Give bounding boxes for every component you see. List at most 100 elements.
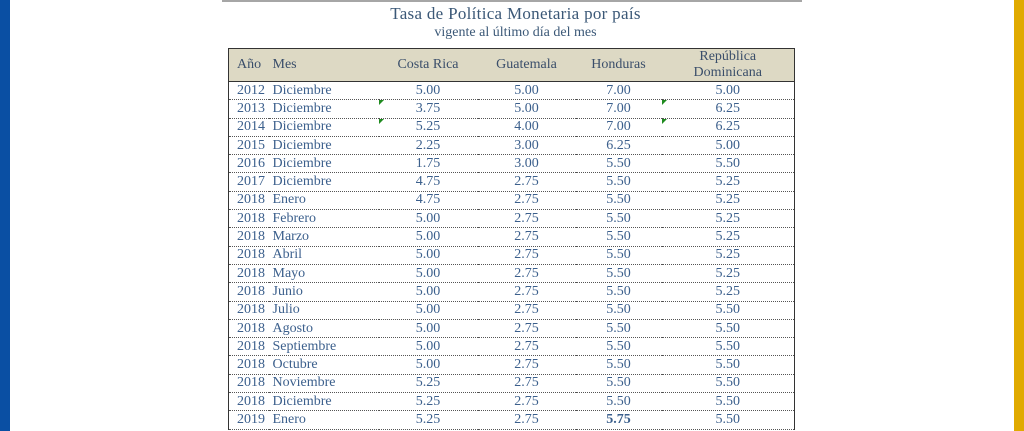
cell-costa-rica: 5.25 bbox=[378, 410, 478, 430]
table-row: 2018 Octubre 5.00 2.75 5.50 5.50 bbox=[228, 355, 795, 375]
cell-guatemala: 2.75 bbox=[477, 392, 576, 412]
cell-guatemala: 3.00 bbox=[477, 136, 576, 156]
cell-costa-rica: 5.00 bbox=[378, 355, 478, 375]
cell-honduras: 5.50 bbox=[575, 172, 662, 192]
cell-guatemala: 2.75 bbox=[477, 209, 576, 229]
cell-costa-rica: 2.25 bbox=[378, 136, 478, 156]
header-republica-dominicana: República Dominicana bbox=[661, 48, 795, 82]
cell-month: Mayo bbox=[268, 264, 379, 284]
cell-republica-dominicana: 5.50 bbox=[661, 337, 795, 357]
table-row: 2015 Diciembre 2.25 3.00 6.25 5.00 bbox=[228, 136, 795, 156]
cell-guatemala: 5.00 bbox=[477, 99, 576, 119]
cell-costa-rica: 5.00 bbox=[378, 81, 478, 101]
cell-year: 2018 bbox=[228, 246, 269, 265]
cell-honduras: 5.50 bbox=[575, 301, 662, 320]
table-row: 2018 Febrero 5.00 2.75 5.50 5.25 bbox=[228, 209, 795, 229]
cell-republica-dominicana: 5.25 bbox=[661, 172, 795, 192]
cell-guatemala: 2.75 bbox=[477, 282, 576, 302]
header-year: Año bbox=[228, 48, 269, 82]
cell-honduras: 5.50 bbox=[575, 392, 662, 412]
cell-year: 2018 bbox=[228, 355, 269, 375]
cell-republica-dominicana: 5.25 bbox=[661, 191, 795, 211]
cell-republica-dominicana: 5.25 bbox=[661, 209, 795, 229]
spreadsheet-area: Tasa de Política Monetaria por país vige… bbox=[222, 0, 803, 431]
cell-guatemala: 4.00 bbox=[477, 118, 576, 137]
cell-costa-rica: 5.25 bbox=[378, 118, 478, 137]
cell-flag-icon bbox=[378, 100, 384, 106]
cell-honduras: 5.50 bbox=[575, 154, 662, 174]
cell-republica-dominicana: 5.50 bbox=[661, 392, 795, 412]
cell-honduras: 5.50 bbox=[575, 246, 662, 265]
cell-year: 2013 bbox=[228, 99, 269, 119]
cell-costa-rica: 5.25 bbox=[378, 392, 478, 412]
cell-honduras: 5.50 bbox=[575, 337, 662, 357]
cell-month: Agosto bbox=[268, 319, 379, 339]
cell-year: 2014 bbox=[228, 118, 269, 137]
cell-republica-dominicana: 5.00 bbox=[661, 136, 795, 156]
cell-honduras: 7.00 bbox=[575, 118, 662, 137]
cell-costa-rica: 5.25 bbox=[378, 374, 478, 394]
cell-month: Junio bbox=[268, 282, 379, 302]
cell-costa-rica: 5.00 bbox=[378, 282, 478, 302]
cell-month: Diciembre bbox=[268, 136, 379, 156]
cell-guatemala: 2.75 bbox=[477, 410, 576, 430]
cell-honduras: 5.50 bbox=[575, 282, 662, 302]
cell-costa-rica: 1.75 bbox=[378, 154, 478, 174]
cell-guatemala: 2.75 bbox=[477, 301, 576, 320]
cell-costa-rica: 5.00 bbox=[378, 301, 478, 320]
cell-republica-dominicana: 5.50 bbox=[661, 301, 795, 320]
table-row: 2019 Enero 5.25 2.75 5.75 5.50 bbox=[228, 410, 795, 430]
left-accent-bar bbox=[0, 0, 10, 431]
cell-republica-dominicana: 5.50 bbox=[661, 410, 795, 430]
cell-flag-icon bbox=[378, 118, 384, 124]
cell-year: 2016 bbox=[228, 154, 269, 174]
cell-costa-rica: 4.75 bbox=[378, 172, 478, 192]
table-row: 2018 Enero 4.75 2.75 5.50 5.25 bbox=[228, 191, 795, 211]
cell-year: 2018 bbox=[228, 337, 269, 357]
cell-year: 2012 bbox=[228, 81, 269, 101]
cell-month: Febrero bbox=[268, 209, 379, 229]
cell-year: 2018 bbox=[228, 319, 269, 339]
cell-republica-dominicana: 5.50 bbox=[661, 355, 795, 375]
cell-month: Abril bbox=[268, 246, 379, 265]
cell-republica-dominicana: 6.25 bbox=[661, 118, 795, 137]
header-guatemala: Guatemala bbox=[477, 48, 576, 82]
cell-month: Septiembre bbox=[268, 337, 379, 357]
table-row: 2018 Mayo 5.00 2.75 5.50 5.25 bbox=[228, 264, 795, 284]
cell-honduras: 5.50 bbox=[575, 227, 662, 247]
table-body: 2012 Diciembre 5.00 5.00 7.00 5.00 2013 Diciemb… bbox=[228, 81, 795, 430]
cell-guatemala: 2.75 bbox=[477, 319, 576, 339]
cell-costa-rica: 3.75 bbox=[378, 99, 478, 119]
cell-guatemala: 2.75 bbox=[477, 264, 576, 284]
cell-month: Diciembre bbox=[268, 99, 379, 119]
table-row: 2018 Diciembre 5.25 2.75 5.50 5.50 bbox=[228, 392, 795, 412]
cell-month: Julio bbox=[268, 301, 379, 320]
cell-honduras: 5.50 bbox=[575, 264, 662, 284]
cell-guatemala: 2.75 bbox=[477, 246, 576, 265]
cell-republica-dominicana: 5.50 bbox=[661, 374, 795, 394]
table-row: 2012 Diciembre 5.00 5.00 7.00 5.00 bbox=[228, 81, 795, 101]
cell-honduras: 6.25 bbox=[575, 136, 662, 156]
cell-year: 2018 bbox=[228, 264, 269, 284]
table-row: 2018 Septiembre 5.00 2.75 5.50 5.50 bbox=[228, 337, 795, 357]
cell-year: 2018 bbox=[228, 374, 269, 394]
cell-year: 2017 bbox=[228, 172, 269, 192]
table-row: 2014 Diciembre 5.25 4.00 7.00 6.25 bbox=[228, 118, 795, 137]
cell-month: Diciembre bbox=[268, 172, 379, 192]
cell-honduras: 5.50 bbox=[575, 191, 662, 211]
cell-month: Noviembre bbox=[268, 374, 379, 394]
cell-guatemala: 2.75 bbox=[477, 172, 576, 192]
cell-costa-rica: 5.00 bbox=[378, 246, 478, 265]
cell-republica-dominicana: 5.25 bbox=[661, 264, 795, 284]
header-costa-rica: Costa Rica bbox=[378, 48, 478, 82]
cell-republica-dominicana: 5.00 bbox=[661, 81, 795, 101]
cell-guatemala: 3.00 bbox=[477, 154, 576, 174]
cell-guatemala: 2.75 bbox=[477, 355, 576, 375]
table-row: 2018 Noviembre 5.25 2.75 5.50 5.50 bbox=[228, 374, 795, 394]
cell-costa-rica: 5.00 bbox=[378, 227, 478, 247]
cell-honduras: 7.00 bbox=[575, 81, 662, 101]
top-divider bbox=[222, 0, 802, 2]
table-row: 2018 Julio 5.00 2.75 5.50 5.50 bbox=[228, 301, 795, 320]
cell-guatemala: 5.00 bbox=[477, 81, 576, 101]
cell-flag-icon bbox=[661, 100, 667, 106]
